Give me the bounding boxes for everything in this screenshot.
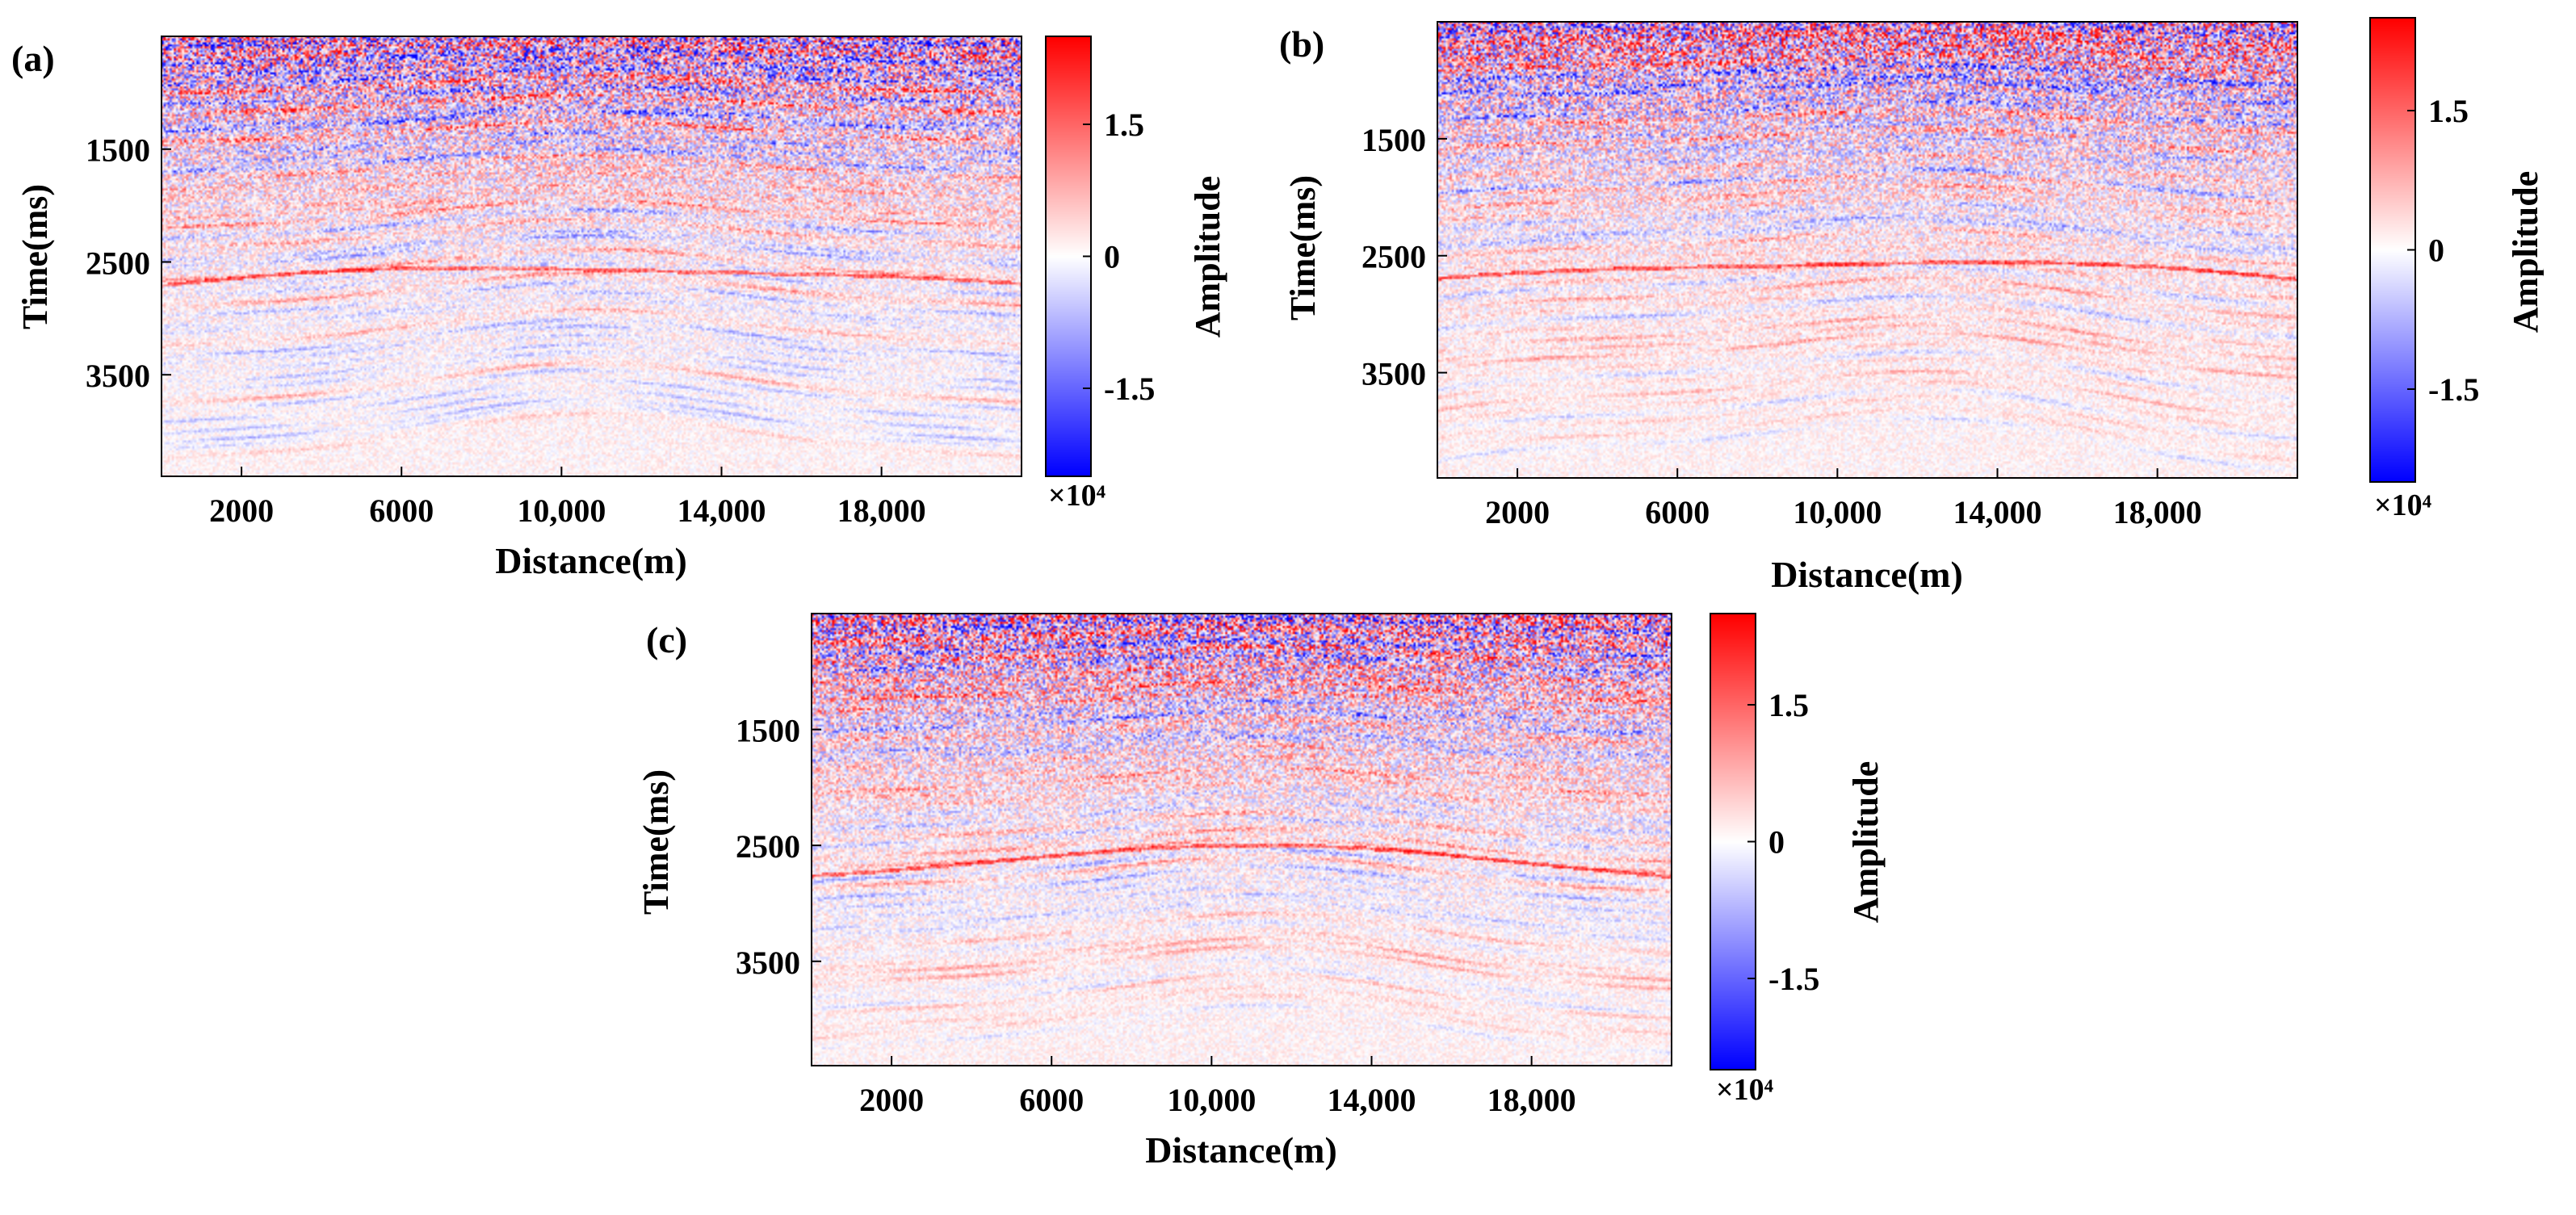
x-tick-label: 14,000	[677, 492, 766, 529]
colorbar-tick-label: 1.5	[1104, 107, 1144, 143]
y-tick-label: 3500	[1361, 356, 1426, 392]
x-tick-label: 2000	[209, 492, 274, 529]
y-axis-label: Time(ms)	[1283, 175, 1323, 321]
plot-frame	[1437, 21, 2298, 479]
panel-c: (c) 1500 2500 3500 2000 6000 10,000 14,000 18,…	[636, 580, 1934, 1215]
x-axis-label: Distance(m)	[495, 540, 687, 581]
y-tick-label: 2500	[86, 245, 150, 281]
x-tick-label: 14,000	[1953, 494, 2041, 530]
colorbar-tick-label: 0	[2428, 233, 2444, 269]
y-axis-label: Time(ms)	[15, 184, 55, 329]
colorbar-exponent: ×10⁴	[2374, 488, 2432, 522]
y-tick-label: 2500	[1361, 239, 1426, 275]
seismic-chart-b: (b) 1500 2500 3500 2000 6000 10,000 14,000 18,…	[1279, 17, 2545, 595]
seismic-section-image	[1437, 22, 2297, 478]
seismic-section-image	[162, 36, 1022, 476]
colorbar-tick-label: -1.5	[1768, 961, 1819, 997]
panel-a: (a) 1500 2500 3500 2000 6000 10,000 14,000 18,…	[0, 0, 1268, 593]
x-tick-label: 10,000	[1793, 494, 1882, 530]
x-tick-label: 18,000	[1487, 1082, 1576, 1118]
panel-label: (a)	[11, 38, 55, 79]
x-tick-label: 14,000	[1327, 1082, 1416, 1118]
plot-frame	[811, 613, 1672, 1066]
colorbar-tick-label: 1.5	[1768, 687, 1809, 723]
x-tick-label: 2000	[1485, 494, 1550, 530]
x-tick-label: 18,000	[837, 492, 926, 529]
colorbar-exponent: ×10⁴	[1716, 1073, 1774, 1107]
x-tick-label: 6000	[1019, 1082, 1084, 1118]
colorbar-tick-label: 0	[1768, 824, 1785, 861]
x-axis-label: Distance(m)	[1145, 1129, 1337, 1171]
colorbar-label: Amplitude	[2506, 171, 2544, 333]
y-tick-label: 3500	[736, 945, 800, 981]
colorbar-exponent: ×10⁴	[1048, 479, 1106, 513]
panel-b: (b) 1500 2500 3500 2000 6000 10,000 14,000 18,…	[1276, 0, 2545, 603]
y-tick-label: 3500	[86, 358, 150, 394]
seismic-chart-a: (a) 1500 2500 3500 2000 6000 10,000 14,000 18,…	[11, 36, 1227, 581]
y-tick-label: 1500	[736, 713, 800, 749]
x-axis-label: Distance(m)	[1771, 554, 1963, 595]
plot-frame	[161, 36, 1022, 477]
panel-label: (c)	[646, 619, 687, 660]
seismic-chart-c: (c) 1500 2500 3500 2000 6000 10,000 14,000 18,…	[636, 613, 1886, 1171]
colorbar-tick-label: -1.5	[2428, 371, 2479, 408]
y-tick-label: 1500	[86, 132, 150, 169]
x-tick-label: 6000	[1645, 494, 1710, 530]
panel-label: (b)	[1279, 23, 1324, 65]
colorbar-tick-label: 0	[1104, 239, 1120, 275]
colorbar-label: Amplitude	[1846, 761, 1886, 923]
colorbar-tick-label: 1.5	[2428, 93, 2469, 129]
x-tick-label: 18,000	[2113, 494, 2202, 530]
y-axis-label: Time(ms)	[642, 769, 676, 915]
x-tick-label: 10,000	[517, 492, 606, 529]
x-tick-label: 10,000	[1167, 1082, 1256, 1118]
y-tick-label: 1500	[1361, 122, 1426, 158]
colorbar-label: Amplitude	[1188, 176, 1227, 337]
x-tick-label: 6000	[369, 492, 434, 529]
y-tick-label: 2500	[736, 828, 800, 865]
seismic-section-image	[812, 614, 1672, 1066]
x-tick-label: 2000	[859, 1082, 924, 1118]
colorbar-tick-label: -1.5	[1104, 371, 1155, 407]
